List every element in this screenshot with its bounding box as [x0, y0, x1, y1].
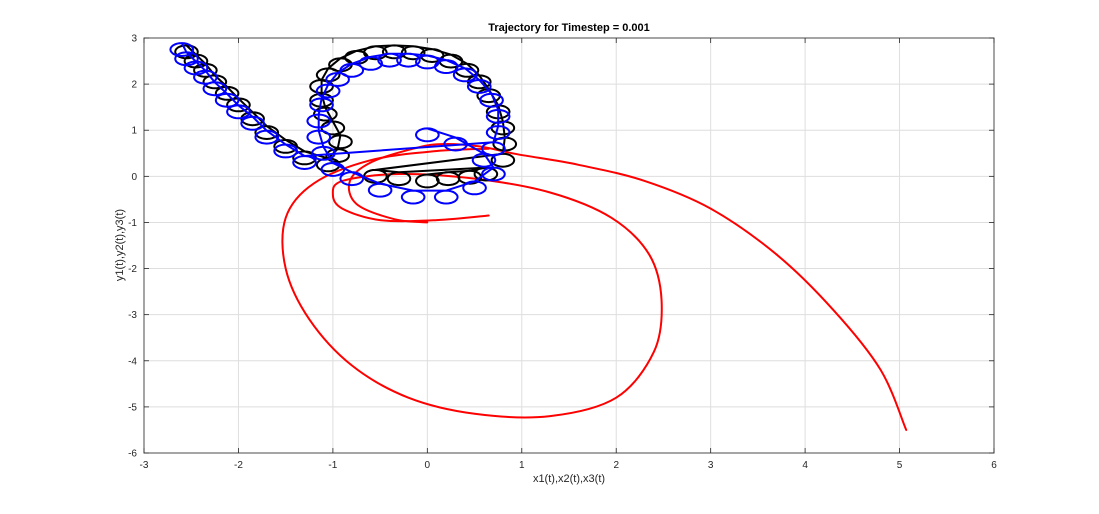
- plot-area: [143, 37, 995, 454]
- x-tick-label: 5: [897, 460, 903, 471]
- y-tick-label: -5: [128, 402, 137, 413]
- tick-labels: -3 -2 -1 0 1 2 3 4 5 6 -6 -5 -4 -3 -2 -1 0 1 2 3: [128, 34, 997, 472]
- y-tick-label: -3: [128, 310, 137, 321]
- x-tick-label: 6: [991, 460, 997, 471]
- y-tick-label: -4: [128, 356, 137, 367]
- x-tick-label: -1: [328, 460, 337, 471]
- y-axis-label: y1(t),y2(t),y3(t): [114, 209, 126, 281]
- x-axis-label: x1(t),x2(t),x3(t): [533, 473, 605, 485]
- plot-frame: [143, 37, 995, 454]
- y-tick-label: 1: [131, 126, 137, 137]
- chart-title: Trajectory for Timestep = 0.001: [488, 22, 650, 34]
- blue-trajectory-line: [169, 42, 511, 205]
- x-tick-label: 3: [708, 460, 714, 471]
- y-tick-label: 2: [131, 80, 137, 91]
- y-tick-label: -2: [128, 264, 137, 275]
- x-tick-label: -2: [234, 460, 243, 471]
- y-tick-label: 3: [131, 34, 137, 45]
- y-tick-label: -6: [128, 449, 137, 460]
- x-tick-label: 2: [613, 460, 619, 471]
- y-tick-label: 0: [131, 172, 137, 183]
- y-tick-label: -1: [128, 218, 137, 229]
- x-tick-label: 0: [425, 460, 431, 471]
- x-tick-label: -3: [140, 460, 149, 471]
- x-tick-label: 1: [519, 460, 525, 471]
- series-layer: [169, 42, 908, 431]
- red-trajectory-line: [281, 147, 663, 419]
- x-tick-label: 4: [802, 460, 808, 471]
- red-trajectory-line: [347, 143, 908, 431]
